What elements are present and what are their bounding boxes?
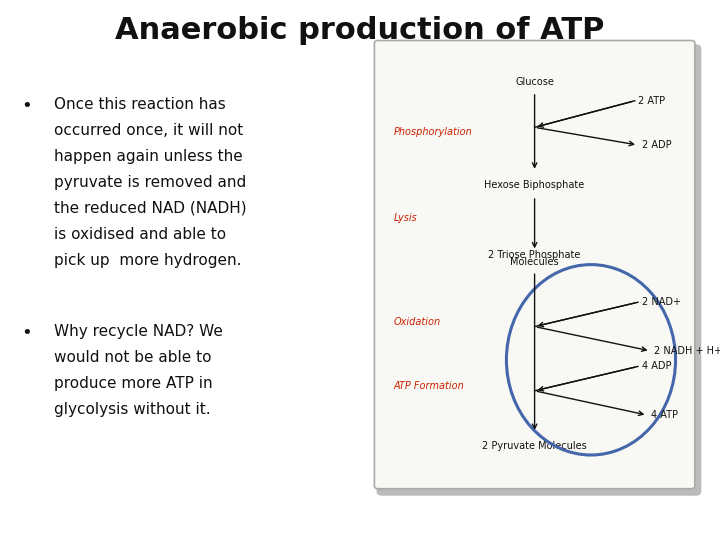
Text: 2 Pyruvate Molecules: 2 Pyruvate Molecules xyxy=(482,441,587,451)
Text: Why recycle NAD? We: Why recycle NAD? We xyxy=(54,324,223,339)
Text: 2 NAD+: 2 NAD+ xyxy=(642,297,680,307)
Text: 2 NADH + H+: 2 NADH + H+ xyxy=(654,346,720,356)
Text: 2 ADP: 2 ADP xyxy=(642,140,671,150)
Text: is oxidised and able to: is oxidised and able to xyxy=(54,227,226,242)
Text: Once this reaction has: Once this reaction has xyxy=(54,97,226,112)
Text: pyruvate is removed and: pyruvate is removed and xyxy=(54,175,246,190)
Text: Glucose: Glucose xyxy=(516,77,554,87)
Text: Anaerobic production of ATP: Anaerobic production of ATP xyxy=(115,16,605,45)
Text: 4 ATP: 4 ATP xyxy=(651,410,678,420)
Text: Phosphorylation: Phosphorylation xyxy=(394,127,472,137)
Text: •: • xyxy=(22,97,32,115)
Text: ATP Formation: ATP Formation xyxy=(394,381,464,391)
Text: Lysis: Lysis xyxy=(394,213,418,223)
Text: •: • xyxy=(22,324,32,342)
Text: pick up  more hydrogen.: pick up more hydrogen. xyxy=(54,253,241,268)
Text: the reduced NAD (NADH): the reduced NAD (NADH) xyxy=(54,201,247,216)
Text: would not be able to: would not be able to xyxy=(54,350,212,365)
FancyBboxPatch shape xyxy=(374,40,695,489)
Text: Molecules: Molecules xyxy=(510,257,559,267)
Text: glycolysis without it.: glycolysis without it. xyxy=(54,402,211,417)
Text: happen again unless the: happen again unless the xyxy=(54,149,243,164)
Text: 4 ADP: 4 ADP xyxy=(642,361,671,372)
Text: occurred once, it will not: occurred once, it will not xyxy=(54,123,243,138)
Text: Hexose Biphosphate: Hexose Biphosphate xyxy=(485,180,585,190)
Text: 2 ATP: 2 ATP xyxy=(639,96,665,106)
Text: 2 Triose Phosphate: 2 Triose Phosphate xyxy=(488,250,581,260)
FancyBboxPatch shape xyxy=(377,44,701,496)
Text: Oxidation: Oxidation xyxy=(394,317,441,327)
Text: produce more ATP in: produce more ATP in xyxy=(54,376,212,391)
